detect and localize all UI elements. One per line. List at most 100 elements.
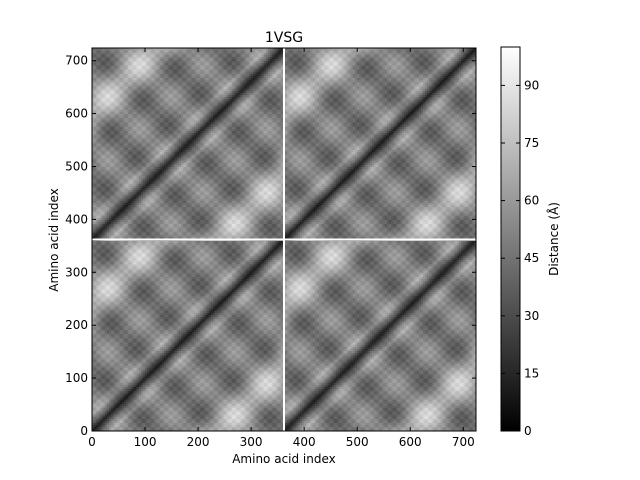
heatmap-cell bbox=[145, 411, 148, 415]
heatmap-cell bbox=[367, 418, 371, 421]
heatmap-cell bbox=[278, 428, 282, 431]
heatmap-cell bbox=[115, 416, 118, 419]
heatmap-cell bbox=[198, 428, 201, 431]
heatmap-cell bbox=[210, 420, 214, 423]
heatmap-cell bbox=[386, 420, 390, 423]
heatmap-cell bbox=[418, 422, 422, 426]
heatmap-cell bbox=[221, 426, 224, 430]
heatmap-cell bbox=[272, 428, 275, 431]
heatmap-cell bbox=[183, 418, 186, 421]
heatmap-cell bbox=[215, 414, 218, 417]
heatmap-cell bbox=[346, 424, 350, 428]
heatmap-cell bbox=[272, 424, 275, 428]
heatmap-cell bbox=[274, 411, 277, 415]
heatmap-cell bbox=[391, 409, 394, 413]
heatmap-cell bbox=[454, 424, 458, 428]
heatmap-cell bbox=[338, 411, 341, 415]
heatmap-cell bbox=[312, 420, 316, 423]
heatmap-cell bbox=[369, 411, 373, 415]
heatmap-cell bbox=[195, 424, 199, 428]
heatmap-cell bbox=[92, 418, 95, 421]
heatmap-cell bbox=[140, 411, 144, 415]
heatmap-cell bbox=[325, 416, 328, 419]
heatmap-cell bbox=[361, 424, 364, 428]
heatmap-cell bbox=[210, 426, 214, 430]
heatmap-cell bbox=[437, 418, 441, 421]
heatmap-cell bbox=[147, 428, 150, 431]
heatmap-cell bbox=[227, 428, 231, 431]
heatmap-cell bbox=[170, 420, 174, 423]
heatmap-cell bbox=[333, 426, 337, 430]
heatmap-cell bbox=[265, 420, 269, 423]
heatmap-cell bbox=[384, 424, 388, 428]
heatmap-cell bbox=[191, 414, 195, 417]
heatmap-cell bbox=[155, 416, 159, 419]
heatmap-cell bbox=[240, 428, 244, 431]
heatmap-cell bbox=[176, 420, 180, 423]
heatmap-cell bbox=[348, 414, 352, 417]
heatmap-cell bbox=[145, 426, 148, 430]
heatmap-cell bbox=[240, 422, 244, 426]
heatmap-cell bbox=[232, 411, 235, 415]
heatmap-cell bbox=[435, 424, 439, 428]
heatmap-cell bbox=[102, 411, 106, 415]
heatmap-cell bbox=[151, 420, 154, 423]
heatmap-cell bbox=[367, 426, 371, 430]
heatmap-cell bbox=[473, 428, 476, 431]
heatmap-cell bbox=[376, 416, 379, 419]
heatmap-cell bbox=[323, 409, 326, 413]
heatmap-cell bbox=[461, 418, 464, 421]
heatmap-cell bbox=[149, 424, 152, 428]
heatmap-cell bbox=[450, 414, 454, 417]
heatmap-cell bbox=[153, 420, 157, 423]
heatmap-cell bbox=[280, 426, 284, 430]
heatmap-cell bbox=[408, 418, 411, 421]
heatmap-cell bbox=[369, 428, 373, 431]
heatmap-cell bbox=[123, 414, 127, 417]
heatmap-cell bbox=[429, 424, 432, 428]
heatmap-cell bbox=[238, 416, 241, 419]
heatmap-cell bbox=[410, 420, 413, 423]
heatmap-cell bbox=[132, 428, 135, 431]
heatmap-cell bbox=[299, 426, 303, 430]
heatmap-cell bbox=[429, 428, 432, 431]
heatmap-cell bbox=[295, 416, 299, 419]
heatmap-cell bbox=[157, 420, 161, 423]
heatmap-cell bbox=[185, 416, 188, 419]
heatmap-cell bbox=[255, 411, 258, 415]
heatmap-cell bbox=[319, 409, 322, 413]
heatmap-cell bbox=[403, 426, 407, 430]
heatmap-cell bbox=[289, 414, 292, 417]
heatmap-cell bbox=[374, 422, 377, 426]
heatmap-cell bbox=[217, 411, 220, 415]
heatmap-cell bbox=[195, 422, 199, 426]
heatmap-cell bbox=[128, 416, 131, 419]
heatmap-cell bbox=[391, 418, 394, 421]
heatmap-cell bbox=[344, 411, 347, 415]
heatmap-cell bbox=[363, 420, 367, 423]
heatmap-cell bbox=[217, 420, 220, 423]
heatmap-cell bbox=[367, 409, 371, 413]
heatmap-cell bbox=[238, 426, 241, 430]
heatmap-cell bbox=[473, 426, 476, 430]
heatmap-cell bbox=[132, 409, 135, 413]
chart-title: 1VSG bbox=[265, 30, 303, 46]
heatmap-cell bbox=[176, 426, 180, 430]
heatmap-cell bbox=[153, 424, 157, 428]
heatmap-cell bbox=[331, 418, 335, 421]
heatmap-cell bbox=[446, 411, 449, 415]
heatmap-cell bbox=[111, 411, 114, 415]
heatmap-cell bbox=[138, 422, 142, 426]
heatmap-cell bbox=[261, 426, 265, 430]
heatmap-cell bbox=[138, 418, 142, 421]
heatmap-cell bbox=[119, 422, 123, 426]
heatmap-cell bbox=[405, 428, 409, 431]
heatmap-cell bbox=[397, 411, 401, 415]
heatmap-cell bbox=[183, 411, 186, 415]
heatmap-cell bbox=[119, 409, 123, 413]
heatmap-cell bbox=[138, 416, 142, 419]
heatmap-cell bbox=[316, 411, 320, 415]
heatmap-cell bbox=[123, 411, 127, 415]
heatmap-cell bbox=[189, 418, 193, 421]
heatmap-cell bbox=[454, 422, 458, 426]
